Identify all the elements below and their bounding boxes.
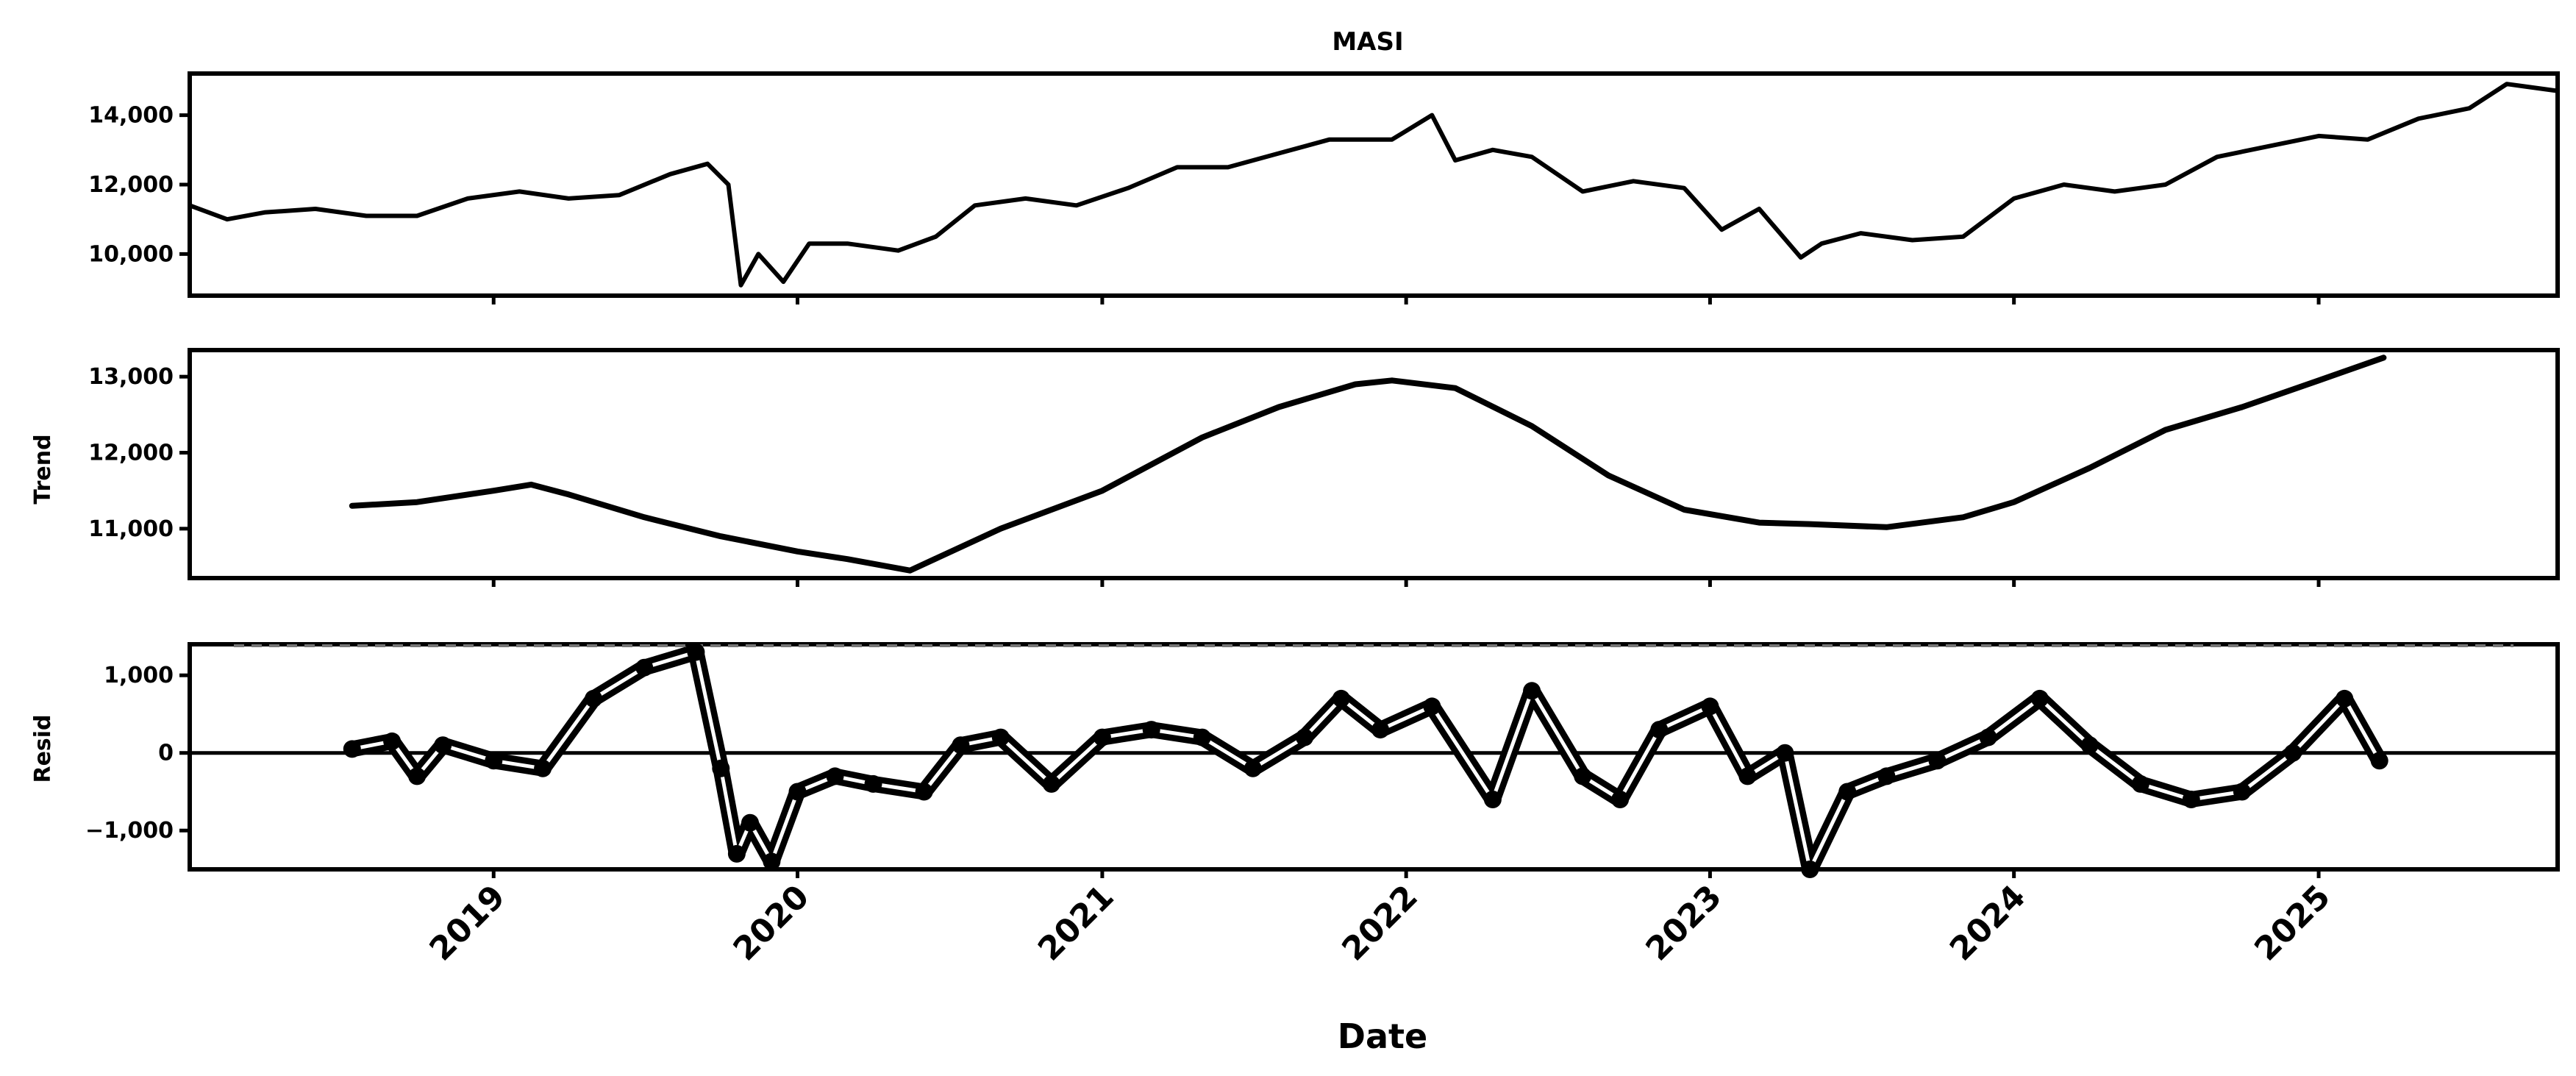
resid-point xyxy=(1979,728,1997,747)
resid-point xyxy=(1244,759,1262,777)
trend-ytick-label: 12,000 xyxy=(88,441,174,466)
resid-point xyxy=(1371,721,1390,739)
resid-point xyxy=(2080,736,2099,755)
resid-point xyxy=(635,658,654,677)
resid-point xyxy=(1193,728,1211,747)
resid-point xyxy=(952,736,970,755)
resid-point xyxy=(2030,689,2049,708)
resid-point xyxy=(1838,783,1857,801)
resid-point xyxy=(534,759,552,777)
resid-point xyxy=(864,774,882,793)
resid-point xyxy=(741,813,759,832)
trend-ytick-label: 13,000 xyxy=(88,364,174,390)
resid-point xyxy=(1296,728,1313,747)
resid-point xyxy=(585,689,603,708)
resid-point xyxy=(485,752,503,770)
resid-point xyxy=(1093,728,1111,747)
resid-ylabel: Resid xyxy=(30,714,56,783)
resid-point xyxy=(826,767,844,785)
resid-point xyxy=(1776,744,1794,762)
resid-point xyxy=(727,844,746,863)
trend-panel: 11,000 12,000 13,000 xyxy=(88,348,2560,587)
resid-point xyxy=(1574,767,1592,785)
resid-point xyxy=(915,783,933,801)
resid-point xyxy=(2336,689,2354,708)
resid-point xyxy=(434,736,452,755)
resid-point xyxy=(1142,721,1160,739)
resid-ytick-label: −1,000 xyxy=(85,818,174,844)
observed-panel: 10,000 12,000 14,000 xyxy=(88,71,2560,304)
resid-point xyxy=(1801,861,1819,878)
resid-panel: −1,000 0 1,000 xyxy=(85,642,2560,878)
resid-point xyxy=(408,767,427,785)
trend-series-line xyxy=(349,354,2387,574)
resid-point xyxy=(788,783,807,801)
resid-point xyxy=(383,732,402,750)
resid-point xyxy=(1042,774,1060,793)
resid-point xyxy=(1738,767,1757,785)
resid-ytick-label: 1,000 xyxy=(104,663,174,688)
resid-point xyxy=(1928,752,1947,770)
resid-point xyxy=(712,759,730,777)
resid-point xyxy=(2370,752,2388,770)
resid-point xyxy=(1877,767,1896,785)
resid-point xyxy=(2182,791,2200,808)
resid-point xyxy=(2131,774,2149,793)
resid-point xyxy=(1483,791,1502,808)
resid-ytick-label: 0 xyxy=(158,741,174,766)
resid-point xyxy=(1523,682,1541,700)
chart-title: MASI xyxy=(1332,27,1403,57)
resid-point xyxy=(687,643,705,661)
resid-point xyxy=(1611,791,1630,808)
resid-point xyxy=(1701,697,1719,716)
resid-point xyxy=(2233,783,2251,801)
trend-frame xyxy=(188,348,2560,580)
trend-ylabel: Trend xyxy=(30,434,56,504)
observed-ytick-label: 14,000 xyxy=(88,103,174,129)
x-axis-title: Date xyxy=(1338,1016,1427,1056)
resid-point xyxy=(1423,697,1441,716)
resid-point xyxy=(991,728,1010,747)
trend-ytick-label: 11,000 xyxy=(88,516,174,542)
resid-point xyxy=(343,740,361,758)
observed-ytick-label: 10,000 xyxy=(88,241,174,267)
observed-ytick-label: 12,000 xyxy=(88,172,174,198)
resid-point xyxy=(1332,689,1350,708)
resid-point xyxy=(2284,744,2302,762)
resid-point xyxy=(1650,721,1669,739)
resid-point xyxy=(763,852,781,871)
observed-series-line xyxy=(188,82,2560,288)
